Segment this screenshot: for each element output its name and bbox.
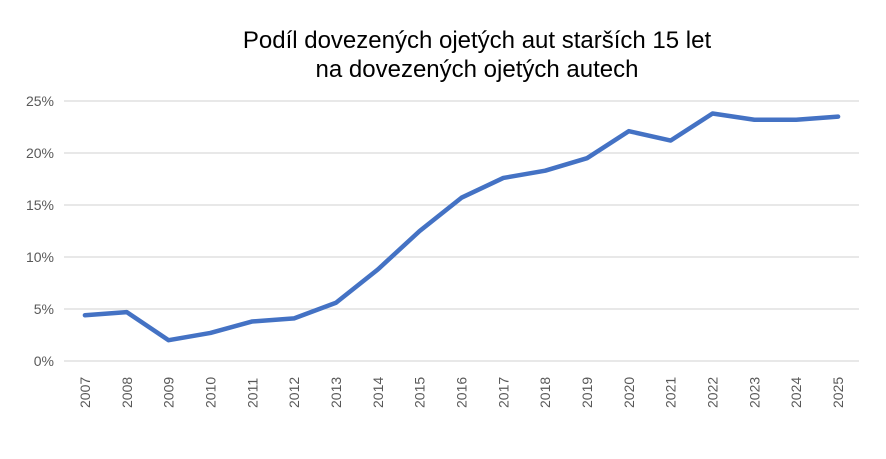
chart-title-line1: Podíl dovezených ojetých aut starších 15… [242, 27, 712, 54]
x-tick-label: 2007 [77, 377, 93, 408]
x-tick-label: 2025 [830, 377, 846, 408]
x-tick-label: 2020 [621, 377, 637, 408]
chart-title-line2: na dovezených ojetých autech [315, 56, 639, 83]
data-series-line [82, 111, 841, 343]
x-tick-label: 2016 [454, 377, 470, 408]
x-tick-label: 2012 [286, 377, 302, 408]
y-tick-label: 15% [26, 197, 54, 213]
x-tick-label: 2023 [746, 377, 762, 408]
x-tick-label: 2008 [119, 377, 135, 408]
x-tick-label: 2011 [244, 378, 260, 408]
y-tick-label: 25% [26, 93, 54, 109]
y-tick-label: 5% [34, 301, 54, 317]
chart-title: Podíl dovezených ojetých aut starších 15… [68, 26, 886, 84]
x-tick-label: 2014 [370, 377, 386, 408]
x-tick-label: 2013 [328, 377, 344, 408]
x-tick-label: 2024 [788, 377, 804, 408]
x-tick-label: 2022 [705, 377, 721, 408]
x-tick-label: 2019 [579, 377, 595, 408]
x-tick-label: 2015 [412, 377, 428, 408]
x-tick-label: 2010 [202, 377, 218, 408]
x-tick-label: 2009 [161, 377, 177, 408]
y-tick-label: 0% [34, 353, 54, 369]
y-tick-label: 10% [26, 249, 54, 265]
y-tick-label: 20% [26, 145, 54, 161]
x-tick-label: 2017 [495, 377, 511, 408]
x-tick-label: 2021 [663, 377, 679, 408]
x-tick-label: 2018 [537, 377, 553, 408]
